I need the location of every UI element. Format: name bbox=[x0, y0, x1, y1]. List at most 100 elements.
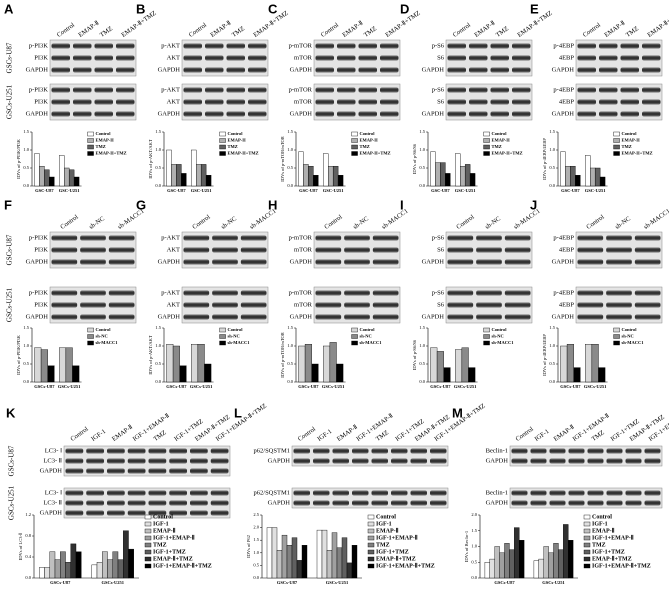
protein-label: p-mTOR bbox=[289, 42, 313, 49]
bar bbox=[68, 169, 75, 187]
bar bbox=[464, 164, 471, 187]
blot-band bbox=[86, 448, 104, 454]
protein-label: GAPDH bbox=[486, 499, 509, 506]
legend-swatch bbox=[219, 340, 226, 346]
legend-label: EMAP-Ⅱ bbox=[376, 527, 399, 534]
protein-label: Beclin-1 bbox=[486, 489, 508, 496]
blot-band bbox=[344, 314, 370, 320]
blot-band bbox=[469, 43, 488, 49]
lane-label: Control bbox=[69, 426, 89, 443]
legend-label: EMAP-II bbox=[622, 138, 640, 143]
protein-label: 4EBP bbox=[559, 246, 575, 253]
bar bbox=[39, 567, 45, 579]
blot-band bbox=[80, 314, 106, 320]
blot-band bbox=[587, 448, 604, 454]
blot-band bbox=[190, 468, 208, 474]
blot-band bbox=[504, 290, 531, 296]
protein-label: GAPDH bbox=[290, 66, 313, 73]
blot-band bbox=[490, 67, 509, 73]
y-tick-label: 0.0 bbox=[155, 183, 161, 188]
y-tick-label: 0.5 bbox=[549, 165, 555, 170]
blot-band bbox=[599, 111, 618, 117]
y-tick-label: 1.0 bbox=[419, 343, 425, 348]
lane-label: TMZ bbox=[99, 25, 114, 39]
legend-swatch bbox=[483, 131, 490, 137]
legend-label: EMAP-II bbox=[228, 138, 246, 143]
protein-label: GAPDH bbox=[422, 258, 445, 265]
blot-band bbox=[606, 448, 623, 454]
protein-label: GAPDH bbox=[26, 66, 49, 73]
blot-band bbox=[183, 247, 210, 253]
bar bbox=[519, 540, 525, 579]
bar bbox=[560, 151, 566, 187]
blot-band bbox=[148, 448, 167, 454]
legend-swatch bbox=[144, 542, 152, 548]
y-tick-label: 1.5 bbox=[155, 325, 161, 330]
bar bbox=[560, 345, 568, 383]
lane-label: EMAP-Ⅱ+TMZ bbox=[646, 10, 669, 39]
y-tick-label: 1.5 bbox=[549, 325, 555, 330]
legend-label: IGF-1+TMZ bbox=[592, 549, 625, 555]
cell-line-label: GSCs-U251 bbox=[8, 485, 16, 520]
legend-label: TMZ bbox=[592, 542, 606, 548]
legend-swatch bbox=[367, 528, 375, 534]
bar bbox=[70, 543, 77, 579]
legend-label: TMZ bbox=[622, 144, 632, 149]
x-tick-label: GSCs-U251 bbox=[584, 384, 607, 389]
bar bbox=[341, 537, 348, 579]
bar bbox=[323, 153, 329, 187]
legend-swatch bbox=[367, 535, 375, 541]
bar bbox=[117, 559, 124, 579]
bar bbox=[573, 367, 581, 383]
blot-band bbox=[169, 490, 187, 496]
legend-swatch bbox=[367, 556, 375, 562]
blot-band bbox=[410, 458, 427, 464]
bar bbox=[590, 167, 596, 187]
y-tick-label: 1.0 bbox=[155, 343, 161, 348]
y-tick-label: 1.5 bbox=[471, 528, 477, 533]
bar bbox=[323, 345, 331, 383]
protein-label: GAPDH bbox=[158, 66, 181, 73]
y-tick-label: 1.2 bbox=[25, 512, 31, 517]
panel-letter: C bbox=[268, 1, 278, 16]
legend-label: IGF-1 bbox=[153, 521, 169, 527]
protein-label: AKT bbox=[167, 301, 180, 308]
legend-label: IGF-1+EMAP-Ⅱ bbox=[376, 534, 418, 541]
y-tick-label: 1.0 bbox=[23, 147, 29, 152]
legend-swatch bbox=[144, 556, 152, 562]
y-tick-label: 1.0 bbox=[155, 147, 161, 152]
blot-band bbox=[169, 448, 187, 454]
legend-swatch bbox=[483, 151, 490, 156]
bar bbox=[112, 551, 119, 579]
blot-band bbox=[447, 235, 474, 241]
blot-band bbox=[108, 259, 135, 265]
x-tick-label: GSC-U87 bbox=[431, 188, 450, 193]
blot-band bbox=[599, 99, 618, 105]
x-tick-label: GSC-U87 bbox=[167, 188, 186, 193]
protein-label: p-S6 bbox=[432, 42, 445, 49]
protein-label: GAPDH bbox=[158, 110, 181, 117]
y-tick-label: 1.5 bbox=[419, 129, 425, 134]
blot-band bbox=[469, 67, 488, 73]
bar bbox=[538, 558, 544, 579]
legend-swatch bbox=[367, 521, 375, 527]
legend-label: Control bbox=[96, 131, 112, 136]
blot-band bbox=[447, 314, 474, 320]
bar bbox=[566, 344, 574, 383]
y-tick-label: 0.0 bbox=[287, 379, 293, 384]
legend-swatch bbox=[87, 144, 94, 150]
blot-band bbox=[169, 468, 187, 474]
blot-band bbox=[108, 314, 135, 320]
blot-band bbox=[577, 247, 604, 253]
lane-label: sh-NC bbox=[614, 215, 632, 230]
blot-band bbox=[315, 87, 334, 93]
protein-label: GAPDH bbox=[158, 313, 181, 320]
y-tick-label: 0.0 bbox=[253, 575, 259, 580]
bar bbox=[321, 529, 328, 579]
blot-band bbox=[447, 43, 466, 49]
y-tick-label: 1.0 bbox=[287, 147, 293, 152]
legend-swatch bbox=[483, 340, 490, 346]
bar bbox=[308, 165, 314, 187]
blot-band bbox=[606, 500, 623, 506]
